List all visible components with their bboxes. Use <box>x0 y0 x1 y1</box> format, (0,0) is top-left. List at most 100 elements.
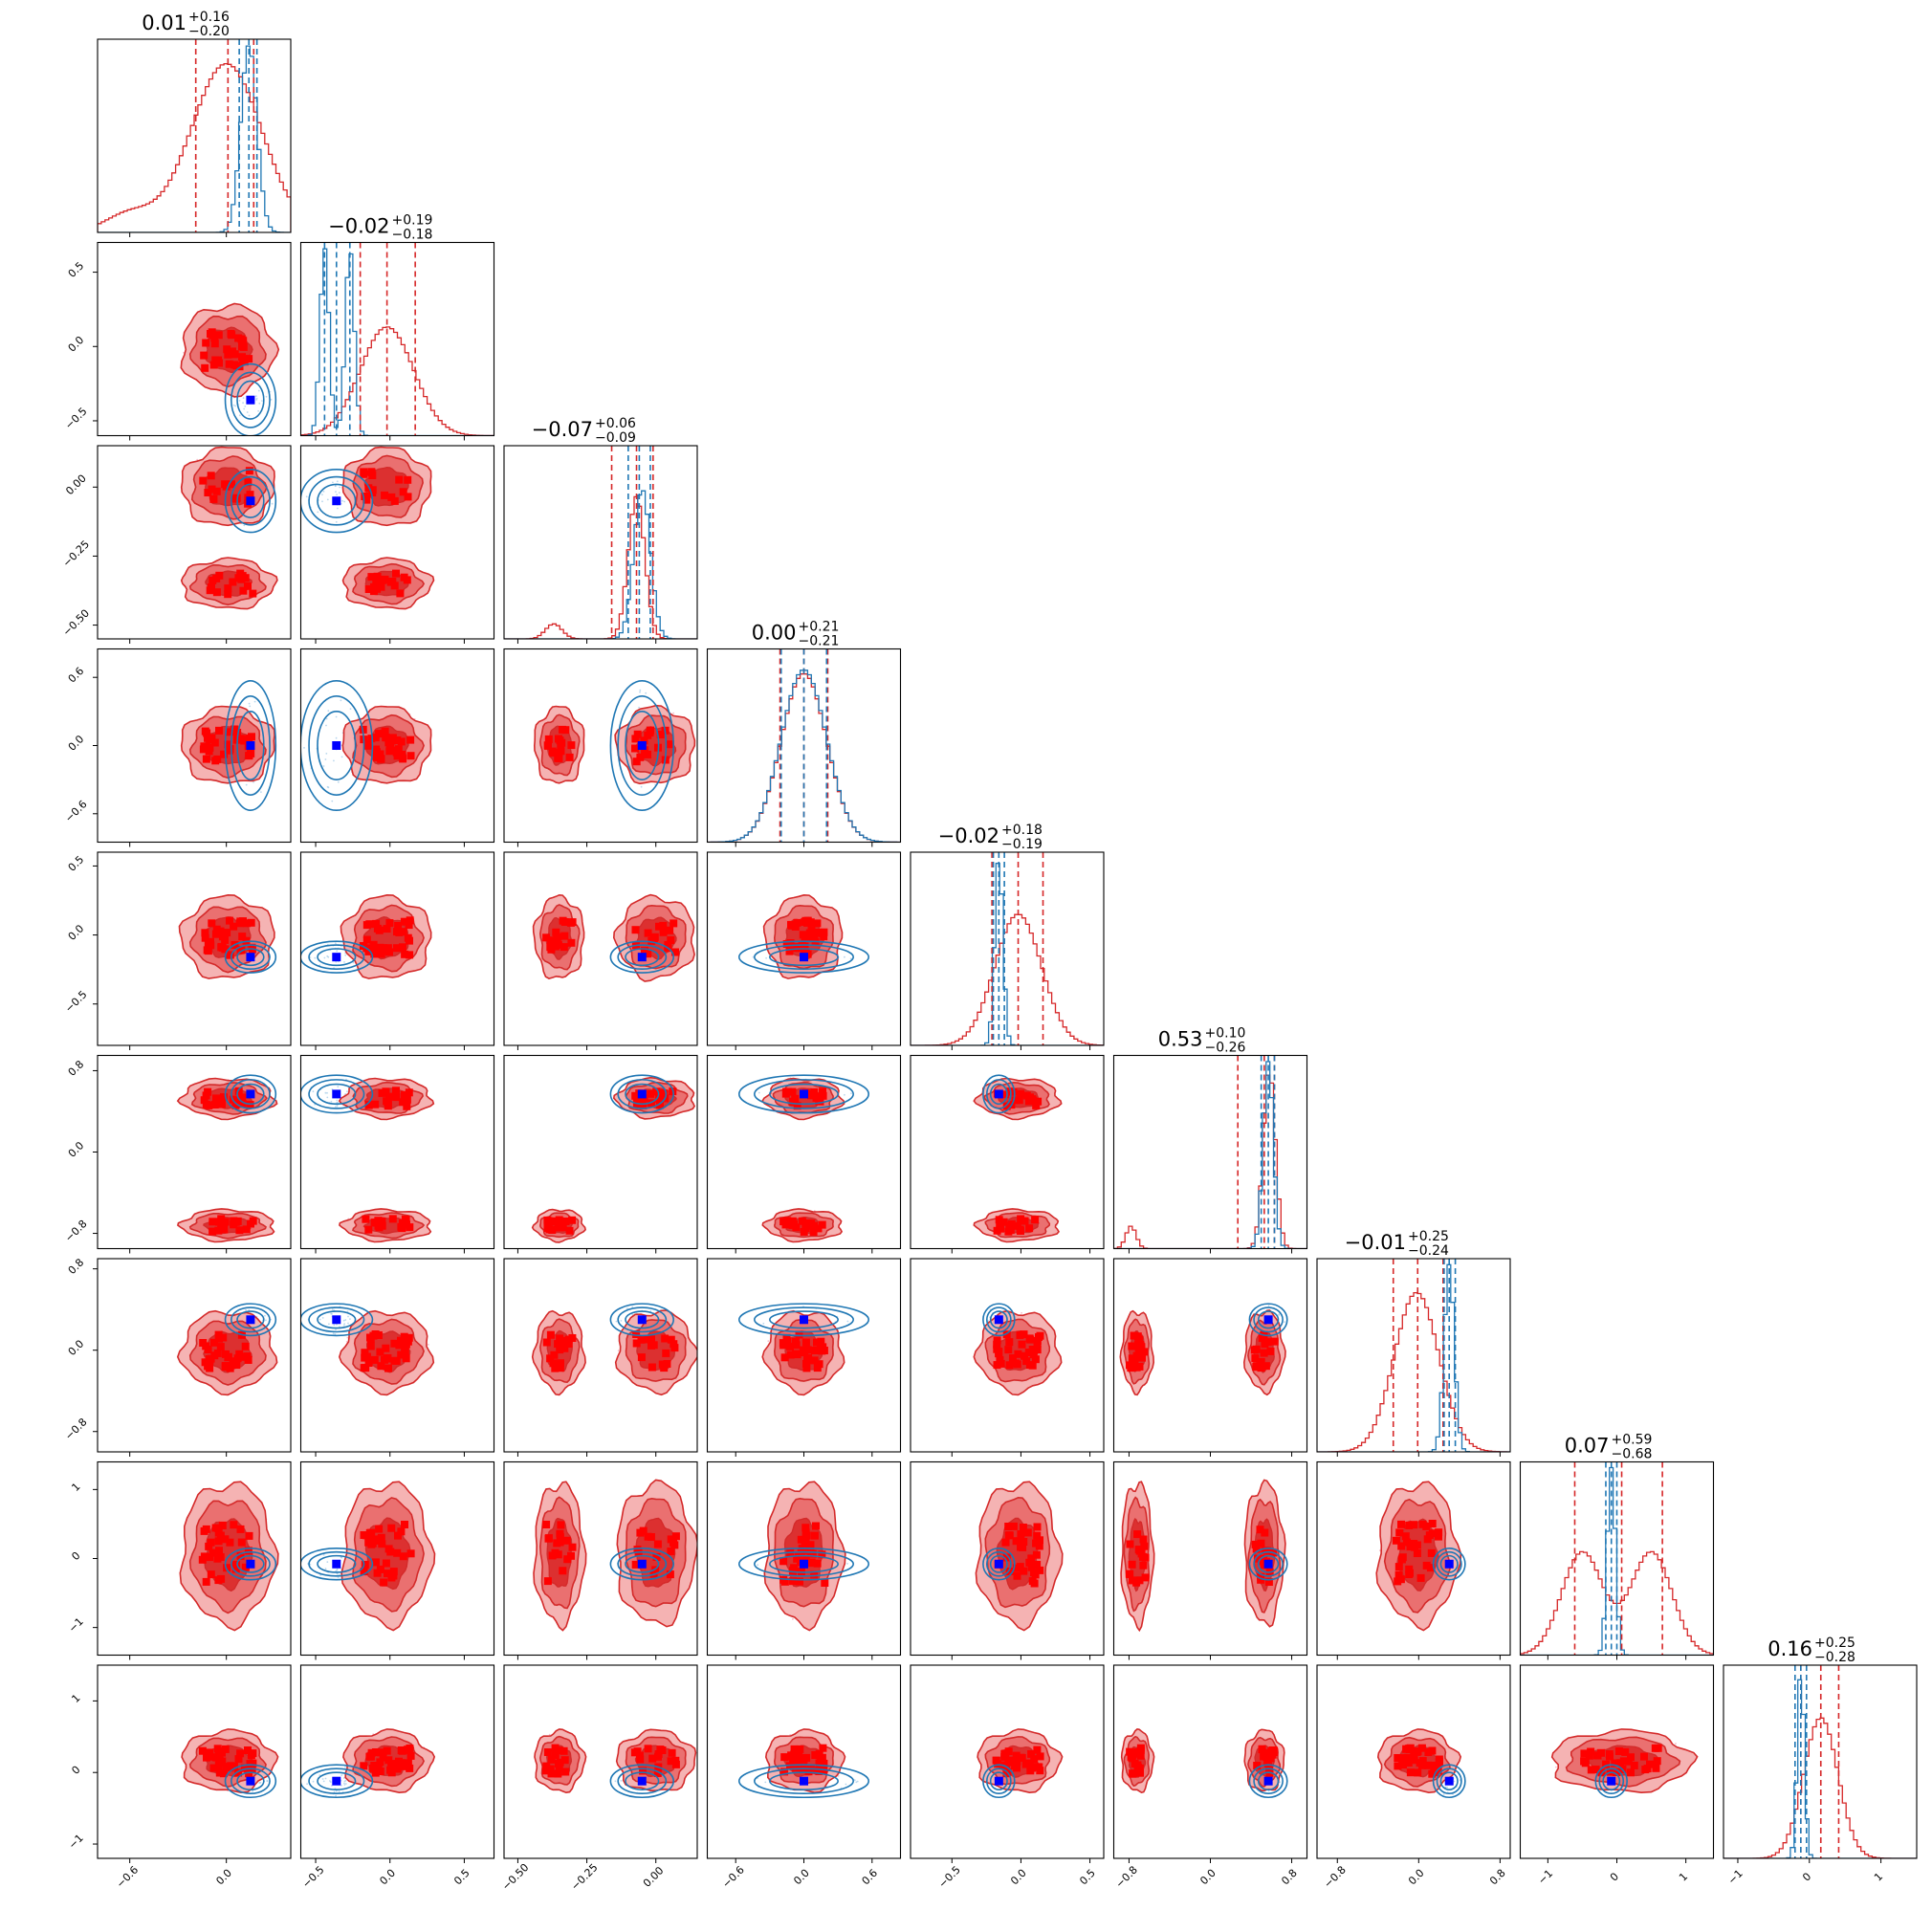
red-square-marker <box>792 1350 800 1358</box>
red-square-marker <box>202 1525 210 1533</box>
red-square-marker <box>405 1333 413 1342</box>
panel-9-3: −0.50 −0.25 0.00 <box>499 1664 698 1893</box>
red-square-marker <box>661 1334 670 1343</box>
red-square-marker <box>636 753 645 761</box>
panel-6-4 <box>706 1054 902 1254</box>
red-square-marker <box>1402 1538 1411 1547</box>
blue-marginal-hist <box>1520 1466 1714 1656</box>
blue-contour <box>609 1764 674 1799</box>
red-square-marker <box>790 944 799 953</box>
panel-title-median: −0.07 <box>532 418 593 441</box>
red-square-marker <box>215 726 223 735</box>
sample-point <box>243 524 246 527</box>
sample-point <box>312 1090 315 1093</box>
red-square-marker <box>362 495 371 504</box>
red-square-marker <box>239 586 248 595</box>
panel-frame <box>1112 1054 1308 1250</box>
blue-contour <box>754 1550 854 1577</box>
red-square-marker <box>779 1557 788 1566</box>
red-square-marker <box>389 1571 398 1580</box>
red-square-marker <box>1018 1340 1026 1349</box>
red-square-marker <box>364 585 373 593</box>
red-square-marker <box>377 1362 385 1371</box>
red-square-marker <box>554 1340 562 1349</box>
sample-point <box>324 758 327 760</box>
red-square-marker <box>1257 1539 1265 1548</box>
blue-contour <box>224 679 277 812</box>
red-square-marker <box>821 1579 829 1587</box>
sample-point <box>752 955 755 958</box>
red-square-marker <box>562 1536 571 1545</box>
sample-point <box>242 402 245 405</box>
red-square-marker <box>995 1350 1003 1358</box>
red-square-marker <box>650 933 659 941</box>
red-square-marker <box>1135 1362 1144 1371</box>
panel-3-2 <box>299 445 495 644</box>
sample-point <box>248 702 251 705</box>
sample-point <box>245 1308 247 1311</box>
sample-point <box>335 520 338 523</box>
red-square-marker <box>201 929 209 937</box>
red-square-marker <box>229 347 236 356</box>
red-square-marker <box>212 588 221 597</box>
red-square-marker <box>663 1360 671 1368</box>
red-square-marker <box>801 1338 810 1347</box>
red-square-marker <box>1416 1573 1425 1582</box>
red-square-marker <box>404 475 412 484</box>
red-square-marker <box>564 1340 573 1348</box>
truth-marker <box>800 1315 808 1325</box>
panel-frame <box>706 1258 902 1453</box>
red-square-marker <box>371 1535 380 1544</box>
y-tick-label: 0.0 <box>66 733 87 754</box>
panel-7-5 <box>910 1258 1105 1457</box>
truth-marker <box>246 1559 255 1569</box>
truth-marker <box>637 953 647 962</box>
red-square-marker <box>554 1769 562 1778</box>
panel-3-2-content <box>300 446 435 610</box>
blue-contour <box>230 695 271 796</box>
blue-contour <box>317 711 357 780</box>
sample-point <box>853 1779 856 1782</box>
red-square-marker <box>1005 1531 1014 1540</box>
red-square-marker <box>239 357 248 365</box>
red-square-marker <box>371 1330 380 1338</box>
red-square-marker <box>212 925 221 933</box>
blue-contour <box>617 1767 668 1795</box>
red-square-marker <box>406 1751 415 1760</box>
red-square-marker <box>802 1364 811 1372</box>
red-square-marker <box>364 1225 373 1234</box>
red-square-marker <box>1427 1548 1436 1557</box>
panel-8-4-content <box>737 1481 870 1632</box>
panel-frame <box>97 648 292 844</box>
red-square-marker <box>1132 1578 1141 1587</box>
red-square-marker <box>225 951 233 959</box>
sample-point <box>238 414 241 417</box>
red-square-marker <box>546 1765 555 1773</box>
red-square-marker <box>561 726 570 735</box>
panel-4-1-content <box>180 679 277 812</box>
red-square-marker <box>551 1751 560 1760</box>
red-square-marker <box>666 1570 674 1579</box>
red-square-marker <box>232 1361 241 1370</box>
red-square-marker <box>656 731 665 738</box>
red-square-marker <box>1002 1102 1011 1110</box>
red-square-marker <box>993 1340 1001 1349</box>
red-square-marker <box>203 946 211 955</box>
red-square-marker <box>226 728 234 736</box>
red-square-marker <box>1030 1569 1038 1577</box>
red-square-marker <box>406 951 414 959</box>
red-square-marker <box>1021 1351 1028 1360</box>
blue-contour <box>224 1548 277 1581</box>
y-tick-label: 1 <box>69 1481 82 1494</box>
red-square-marker <box>805 929 814 937</box>
red-square-marker <box>400 917 408 926</box>
red-square-marker <box>1138 1353 1146 1362</box>
red-square-marker <box>633 1747 642 1756</box>
sample-point <box>271 502 274 505</box>
truth-marker <box>637 741 647 750</box>
sample-point <box>333 1324 336 1327</box>
red-square-marker <box>997 1224 1004 1233</box>
red-square-marker <box>813 1559 822 1568</box>
red-square-marker <box>362 1352 371 1361</box>
red-square-marker <box>795 1330 803 1339</box>
